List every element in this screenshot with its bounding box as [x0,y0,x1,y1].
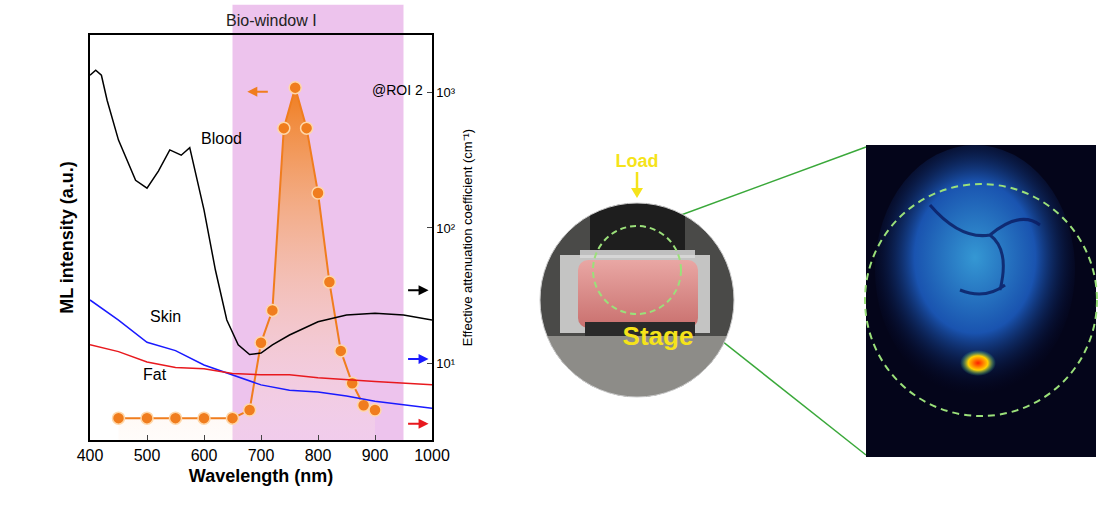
svg-text:500: 500 [134,447,161,464]
svg-text:Stage: Stage [623,321,694,351]
svg-text:400: 400 [77,447,104,464]
svg-text:10¹: 10¹ [436,356,455,371]
svg-text:Fat: Fat [143,366,167,383]
svg-text:Load: Load [616,151,659,171]
svg-text:Effective attenuation coeffici: Effective attenuation coefficient (cm⁻¹) [460,129,475,346]
svg-text:800: 800 [305,447,332,464]
svg-text:600: 600 [191,447,218,464]
svg-text:700: 700 [248,447,275,464]
svg-text:1000: 1000 [414,447,450,464]
svg-text:Skin: Skin [150,308,181,325]
svg-text:10³: 10³ [436,85,455,100]
svg-text:900: 900 [362,447,389,464]
svg-text:Blood: Blood [201,130,242,147]
svg-text:Wavelength (nm): Wavelength (nm) [189,466,333,486]
svg-text:10²: 10² [436,220,455,235]
svg-text:ML intensity (a.u.): ML intensity (a.u.) [57,161,77,314]
svg-text:@ROI 2: @ROI 2 [372,82,423,98]
svg-text:Bio-window I: Bio-window I [226,12,317,29]
